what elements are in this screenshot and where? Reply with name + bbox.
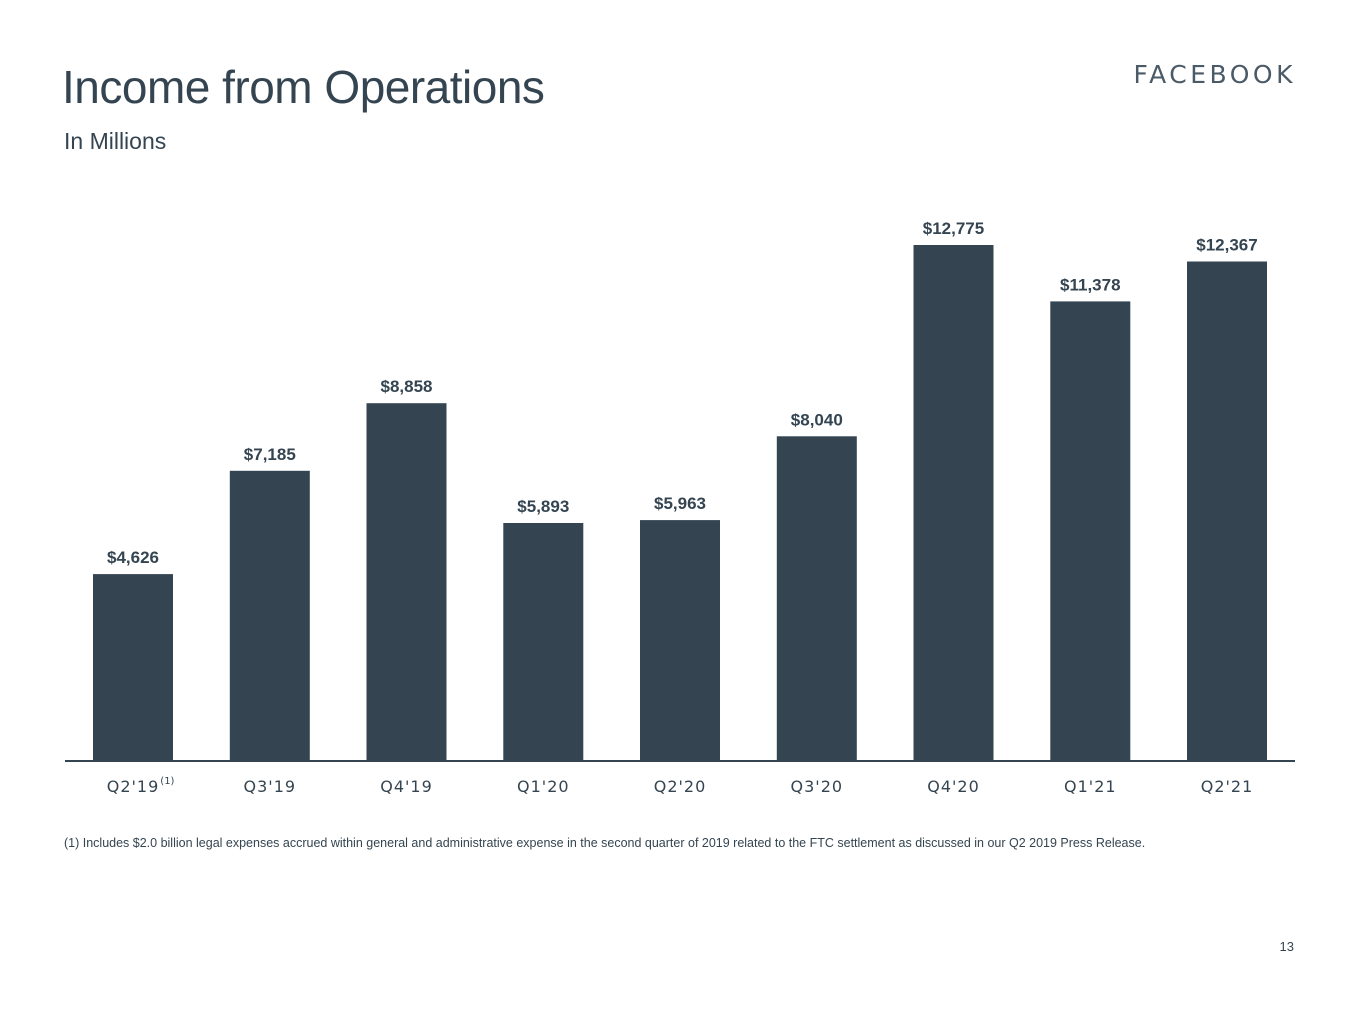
value-label: $12,775 xyxy=(923,219,984,238)
value-label: $12,367 xyxy=(1196,236,1257,255)
value-label: $7,185 xyxy=(244,445,296,464)
bar-Q2'19 xyxy=(93,574,173,761)
page-title: Income from Operations xyxy=(62,61,545,113)
value-label: $8,858 xyxy=(381,377,433,396)
footnote-marker: (1) xyxy=(160,776,174,787)
value-label: $5,963 xyxy=(654,494,706,513)
category-label: Q4'19 xyxy=(380,777,433,796)
category-label: Q2'20 xyxy=(654,777,707,796)
bar-Q4'19 xyxy=(366,403,447,761)
category-label: Q2'19 xyxy=(107,777,160,796)
value-label: $11,378 xyxy=(1060,275,1121,294)
bar-Q2'20 xyxy=(640,520,720,761)
category-label: Q1'20 xyxy=(517,777,570,796)
category-label: Q2'21 xyxy=(1201,777,1254,796)
bar-group xyxy=(93,245,1267,761)
income-bar-chart: $4,626 $7,185 $8,858 $5,893 $5,963 $8,040 $12,… xyxy=(65,219,1295,796)
category-label: Q1'21 xyxy=(1064,777,1117,796)
bar-Q4'20 xyxy=(913,245,994,761)
value-label-group: $4,626 $7,185 $8,858 $5,893 $5,963 $8,040 $12,… xyxy=(107,219,1258,567)
category-label-group: Q2'19 (1) Q3'19 Q4'19 Q1'20 Q2'20 Q3'20 Q4'20 Q1… xyxy=(107,776,1254,796)
footnote: (1) Includes $2.0 billion legal expenses… xyxy=(64,836,1146,850)
bar-Q2'21 xyxy=(1187,261,1267,761)
page-subtitle: In Millions xyxy=(64,128,167,154)
category-label: Q3'19 xyxy=(244,777,297,796)
value-label: $8,040 xyxy=(791,410,843,429)
page-number: 13 xyxy=(1279,939,1294,954)
value-label: $4,626 xyxy=(107,548,159,567)
category-label: Q3'20 xyxy=(791,777,844,796)
bar-Q3'20 xyxy=(776,436,857,761)
facebook-logo: FACEBOOK xyxy=(1133,60,1296,89)
bar-Q1'21 xyxy=(1050,301,1131,761)
category-label: Q4'20 xyxy=(927,777,980,796)
bar-Q1'20 xyxy=(503,523,584,761)
bar-Q3'19 xyxy=(229,470,310,761)
value-label: $5,893 xyxy=(517,497,569,516)
